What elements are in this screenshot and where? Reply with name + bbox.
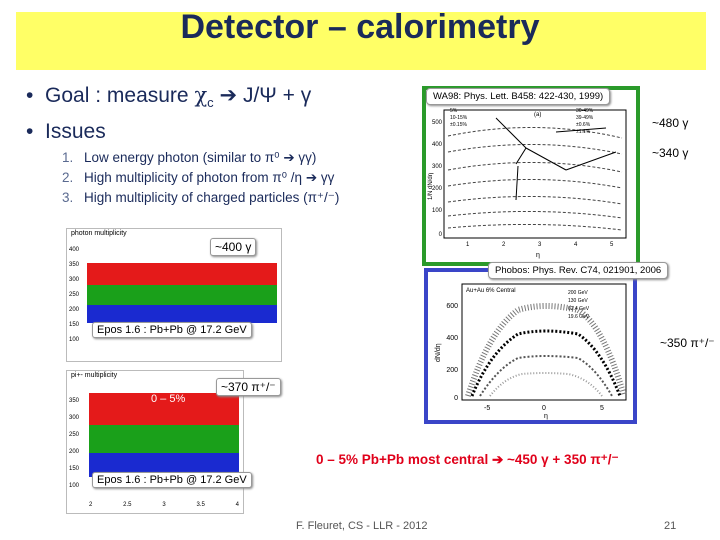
pion-ytick: 100 — [69, 483, 80, 489]
pion-xtick: 3 — [162, 502, 166, 508]
photon-epos-label: Epos 1.6 : Pb+Pb @ 17.2 GeV — [92, 322, 252, 338]
pion-hist-title: pi+- multiplicity — [71, 372, 118, 379]
wa98-xtick: 4 — [574, 242, 578, 248]
issue-item: 2. High multiplicity of photon from π⁰ /η… — [62, 170, 335, 185]
phobos-xtick: 5 — [600, 405, 604, 412]
wa98-legend-entry: ±0.15% — [450, 122, 467, 128]
slide-title: Detector – calorimetry — [180, 8, 540, 46]
wa98-plot: 5% 10-15% ±0.15% 30-49% 39-49% ±0.6% ±1.… — [426, 90, 636, 262]
callout-370-pion: ~370 π⁺/⁻ — [216, 378, 281, 396]
wa98-ytick: 500 — [432, 120, 443, 126]
phobos-ytick: 400 — [446, 335, 458, 342]
pion-ytick: 200 — [69, 449, 80, 455]
phobos-legend-entry: 62.4 GeV — [568, 306, 590, 312]
wa98-legend-entry: ±1.1% — [576, 129, 591, 135]
bullet-dot: • — [26, 84, 46, 107]
photon-ytick: 100 — [69, 337, 80, 343]
phobos-legend-entry: 130 GeV — [568, 298, 588, 304]
callout-400-gamma: ~400 γ — [210, 238, 257, 256]
wa98-legend-entry: 39-49% — [576, 115, 594, 121]
goal-prefix: Goal : measure — [45, 84, 195, 107]
issues-list: 1. Low energy photon (similar to π⁰ ➔ γγ)… — [62, 150, 339, 206]
pion-hist-yaxis: 350 300 250 200 150 100 — [69, 393, 79, 495]
photon-ytick: 300 — [69, 277, 80, 283]
issues-bullet: • Issues — [26, 120, 106, 144]
page-number: 21 — [664, 520, 677, 532]
pion-xtick: 2 — [89, 502, 93, 508]
phobos-legend-entry: 19.6 GeV — [568, 314, 590, 320]
photon-ytick: 150 — [69, 322, 80, 328]
photon-range-label: 0 – 5% — [149, 251, 184, 263]
summary-text: 0 – 5% Pb+Pb most central ➔ ~450 γ + 350… — [316, 452, 619, 467]
wa98-reference: WA98: Phys. Lett. B458: 422-430, 1999) — [426, 88, 611, 105]
phobos-ytick: 600 — [446, 303, 458, 310]
photon-hist-yaxis: 400 350 300 250 200 150 100 — [69, 243, 79, 348]
callout-340-gamma: ~340 γ — [652, 146, 689, 160]
arrow-icon: ➔ — [219, 83, 238, 107]
callout-480-gamma: ~480 γ — [652, 116, 689, 130]
pion-ytick: 150 — [69, 466, 80, 472]
chi-subscript: c — [207, 95, 214, 111]
wa98-ytick: 0 — [439, 232, 443, 238]
photon-hist-title: photon multiplicity — [71, 230, 127, 237]
phobos-legend-entry: 200 GeV — [568, 290, 588, 296]
pion-range-label: 0 – 5% — [151, 393, 186, 405]
wa98-legend-entry: 10-15% — [450, 115, 468, 121]
photon-ytick: 350 — [69, 262, 80, 268]
phobos-ytick: 0 — [454, 395, 458, 402]
issues-label: Issues — [45, 120, 106, 143]
wa98-xtick: 3 — [538, 242, 542, 248]
goal-bullet: • Goal : measure χc ➔ J/Ψ + γ — [26, 83, 311, 110]
pion-ytick: 250 — [69, 432, 80, 438]
phobos-figure: Au+Au 6% Central 200 GeV 130 GeV 62.4 Ge… — [424, 268, 637, 424]
phobos-ytick: 200 — [446, 367, 458, 374]
title-bar — [16, 12, 706, 70]
footer-author: F. Fleuret, CS - LLR - 2012 — [296, 520, 428, 532]
pion-hist-xaxis: 2 2.5 3 3.5 4 — [89, 502, 239, 508]
phobos-ylabel: dN/dη — [435, 343, 442, 362]
pion-xtick: 2.5 — [123, 502, 132, 508]
pion-ytick: 350 — [69, 398, 80, 404]
wa98-legend-entry: 5% — [450, 108, 458, 114]
photon-ytick: 400 — [69, 247, 80, 253]
wa98-ylabel: 1/N dN/dη — [428, 173, 434, 200]
wa98-xlabel: η — [536, 252, 540, 259]
bullet-dot: • — [26, 120, 46, 143]
phobos-xtick: -5 — [484, 405, 490, 412]
wa98-xtick: 2 — [502, 242, 506, 248]
pion-xtick: 4 — [235, 502, 239, 508]
photon-ytick: 200 — [69, 307, 80, 313]
issue-item: 3. High multiplicity of charged particles… — [62, 190, 340, 205]
wa98-figure: 5% 10-15% ±0.15% 30-49% 39-49% ±0.6% ±1.… — [422, 86, 640, 266]
wa98-ytick: 100 — [432, 208, 443, 214]
wa98-legend-entry: 30-49% — [576, 108, 594, 114]
phobos-reference: Phobos: Phys. Rev. C74, 021901, 2006 — [488, 262, 669, 279]
wa98-ytick: 300 — [432, 164, 443, 170]
photon-ytick: 250 — [69, 292, 80, 298]
issue-item: 1. Low energy photon (similar to π⁰ ➔ γγ) — [62, 150, 317, 165]
wa98-panel-label: (a) — [534, 112, 541, 118]
phobos-plot: Au+Au 6% Central 200 GeV 130 GeV 62.4 Ge… — [428, 272, 633, 420]
wa98-ytick: 400 — [432, 142, 443, 148]
pion-xtick: 3.5 — [196, 502, 205, 508]
wa98-legend-entry: ±0.6% — [576, 122, 591, 128]
phobos-xlabel: η — [544, 413, 548, 420]
phobos-legend-title: Au+Au 6% Central — [466, 288, 516, 294]
callout-350-pion: ~350 π⁺/⁻ — [660, 336, 715, 350]
wa98-xtick: 5 — [610, 242, 614, 248]
wa98-ytick: 200 — [432, 186, 443, 192]
wa98-xtick: 1 — [466, 242, 470, 248]
phobos-xtick: 0 — [542, 405, 546, 412]
pion-ytick: 300 — [69, 415, 80, 421]
pion-epos-label: Epos 1.6 : Pb+Pb @ 17.2 GeV — [92, 472, 252, 488]
goal-rest: J/Ψ + γ — [237, 84, 312, 107]
chi-symbol: χ — [194, 83, 208, 107]
